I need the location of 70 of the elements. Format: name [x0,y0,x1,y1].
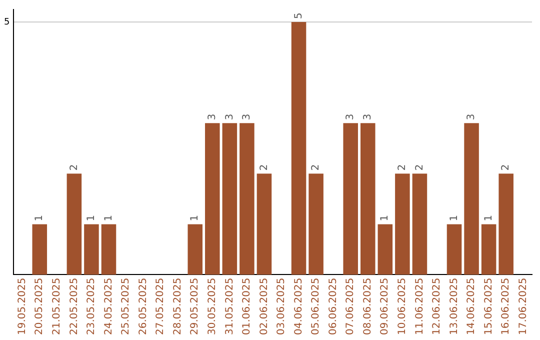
bar [32,224,48,275]
x-tick-label: 23.05.2025 [86,278,98,336]
x-tick-label: 08.06.2025 [362,278,374,336]
bar [412,174,428,275]
data-label: 1 [103,214,114,222]
bar [464,123,479,275]
data-label: 1 [448,214,460,222]
x-tick-label: 17.06.2025 [518,278,529,336]
x-tick-label: 27.05.2025 [155,278,166,336]
bar [308,174,324,275]
bar [101,224,116,275]
data-label: 5 [293,12,304,20]
x-tick-label: 25.05.2025 [120,278,132,336]
x-tick-label: 16.06.2025 [500,278,512,336]
data-label: 1 [483,214,494,222]
data-label: 3 [224,114,236,120]
data-label: 1 [380,214,391,222]
data-label: 2 [310,164,322,171]
data-label: 1 [86,214,98,222]
bar [84,224,99,275]
data-label: 2 [258,164,270,171]
x-tick-label: 01.06.2025 [242,278,253,336]
x-tick-label: 07.06.2025 [345,278,356,336]
x-tick-label: 09.06.2025 [380,278,391,336]
x-tick-label: 13.06.2025 [448,278,460,336]
x-tick-label: 19.05.2025 [16,278,28,336]
x-tick-label: 31.05.2025 [224,278,236,336]
data-label: 3 [466,114,478,120]
data-label: 3 [206,114,218,120]
bar [481,224,496,275]
x-tick-label: 02.06.2025 [258,278,270,336]
bar [395,174,410,275]
x-tick-label: 15.06.2025 [483,278,494,336]
bar [378,224,393,275]
x-tick-label: 05.06.2025 [310,278,322,336]
data-label: 1 [34,214,46,222]
bar [188,224,203,275]
data-label: 2 [68,164,80,171]
x-tick-label: 30.05.2025 [206,278,218,336]
data-label: 3 [362,114,374,120]
x-tick-label: 11.06.2025 [414,278,426,336]
x-tick-label: 24.05.2025 [103,278,114,336]
x-tick-label: 06.06.2025 [328,278,339,336]
bar [66,174,82,275]
x-tick-label: 20.05.2025 [34,278,46,336]
data-label: 3 [242,114,253,120]
x-tick-label: 14.06.2025 [466,278,478,336]
x-tick-label: 21.05.2025 [52,278,63,336]
x-tick-label: 10.06.2025 [397,278,408,336]
bar [498,174,514,275]
x-tick-label: 04.06.2025 [293,278,304,336]
data-label: 2 [397,164,408,171]
bar [446,224,462,275]
data-label: 3 [345,114,356,120]
data-label: 1 [190,214,201,222]
bar [291,22,306,275]
bar [240,123,254,275]
bar [256,174,272,275]
bar [222,123,238,275]
bar [343,123,358,275]
x-tick-label: 28.05.2025 [172,278,184,336]
bar [205,123,220,275]
x-tick-label: 12.06.2025 [432,278,443,336]
x-tick-label: 22.05.2025 [68,278,80,336]
data-label: 2 [414,164,426,171]
bar [360,123,376,275]
data-label: 2 [500,164,512,171]
x-tick-label: 29.05.2025 [190,278,201,336]
x-tick-label: 03.06.2025 [276,278,288,336]
x-tick-label: 26.05.2025 [138,278,149,336]
